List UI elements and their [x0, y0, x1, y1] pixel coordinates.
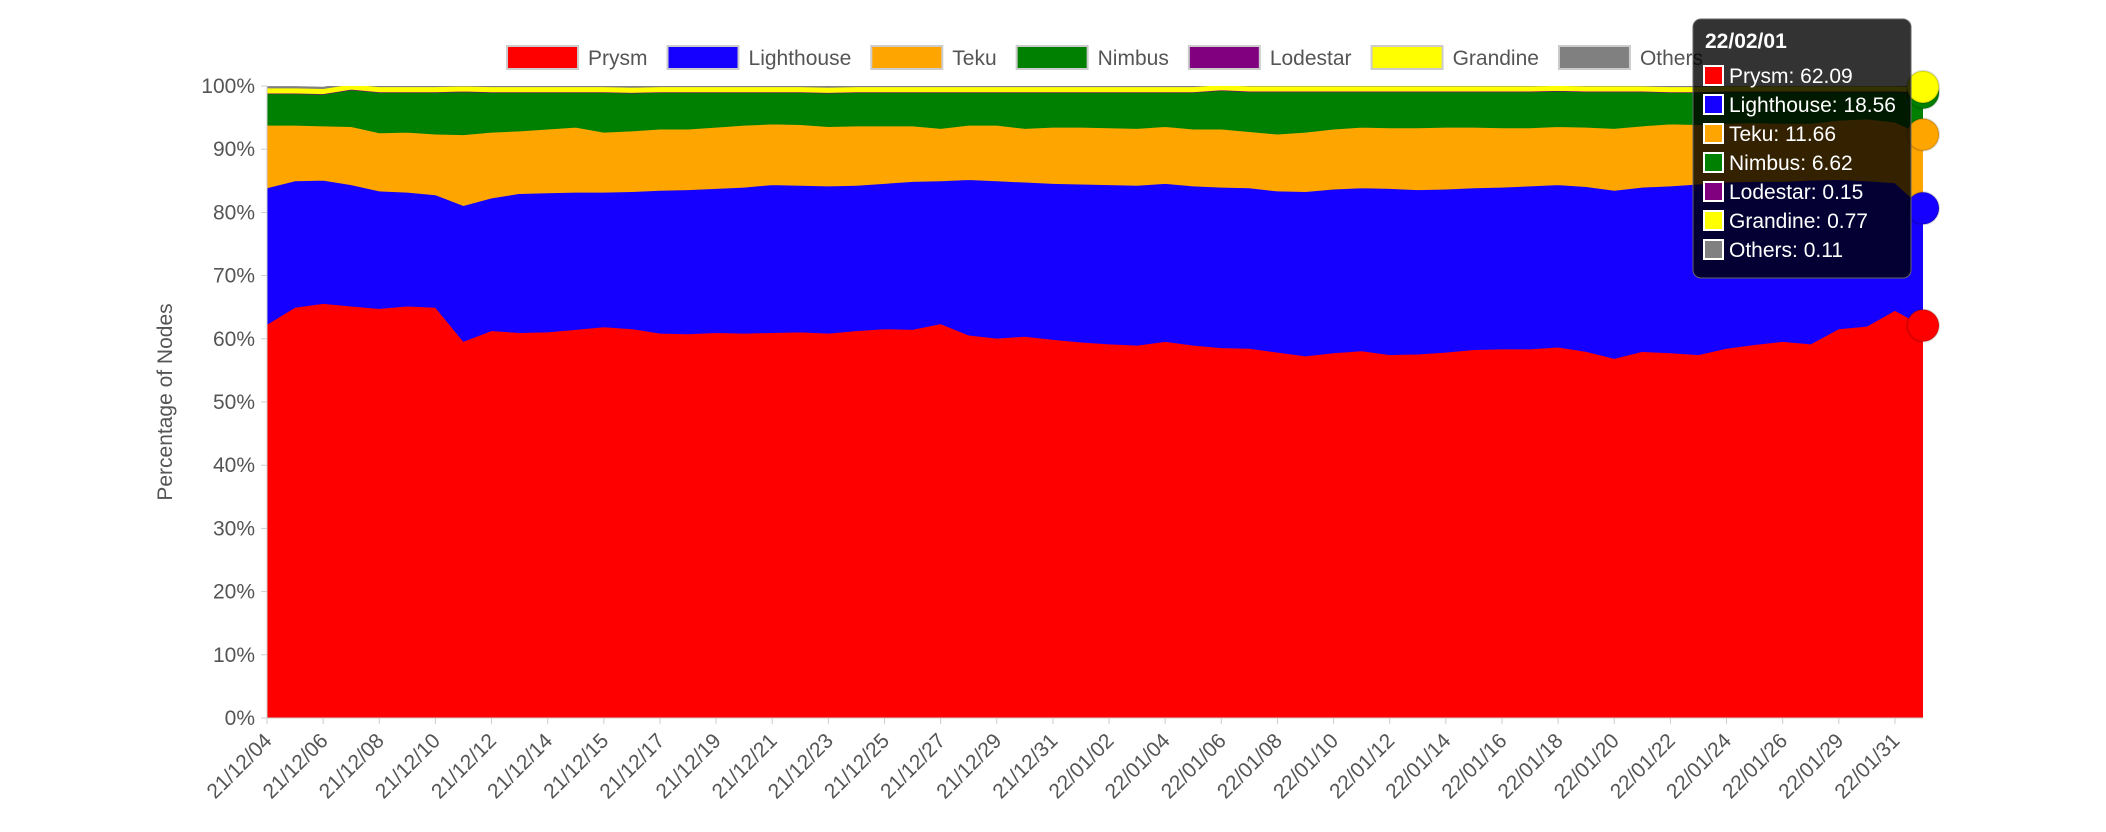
legend-swatch: [1015, 45, 1089, 70]
area: [267, 86, 1923, 95]
tooltip-entry: Grandine: 0.77: [1729, 210, 1868, 233]
hover-point: [1906, 69, 1940, 104]
y-tick-label: 0%: [225, 707, 255, 730]
legend-label: Teku: [952, 47, 996, 70]
area: [267, 302, 1923, 718]
legend-label: Prysm: [588, 47, 648, 70]
tooltip-swatch: [1703, 181, 1724, 202]
legend-item: Nimbus: [1015, 45, 1169, 70]
tooltip-series-name: Prysm: [1729, 65, 1789, 88]
y-tick-label: 80%: [213, 201, 255, 224]
y-tick-label: 60%: [213, 328, 255, 351]
tooltip-swatch: [1703, 65, 1724, 86]
hover-point: [1906, 308, 1940, 343]
tooltip-entry: Prysm: 62.09: [1729, 65, 1853, 88]
tooltip-value: 0.15: [1822, 181, 1863, 204]
y-tick-label: 20%: [213, 581, 255, 604]
legend-item: Teku: [870, 45, 997, 70]
legend-item: Others: [1557, 45, 1703, 70]
tooltip-series-name: Grandine: [1729, 210, 1815, 233]
y-tick-label: 50%: [213, 391, 255, 414]
tooltip-title: 22/02/01: [1705, 30, 1787, 53]
legend-label: Lodestar: [1270, 47, 1352, 70]
tooltip-box: [1692, 18, 1912, 279]
y-tick-label: 40%: [213, 454, 255, 477]
tooltip-series-name: Lodestar: [1729, 181, 1811, 204]
legend-swatch: [1557, 45, 1631, 70]
tooltip-value: 0.77: [1827, 210, 1868, 233]
tooltip-swatch: [1703, 94, 1724, 115]
area: [267, 86, 1923, 90]
area: [267, 179, 1923, 359]
legend-swatch: [1187, 45, 1261, 70]
tooltip-entry: Others: 0.11: [1729, 239, 1843, 262]
tooltip-entry: Lighthouse: 18.56: [1729, 94, 1896, 117]
legend-label: Grandine: [1453, 47, 1539, 70]
tooltip-series-name: Lighthouse: [1729, 94, 1832, 117]
legend-swatch: [870, 45, 944, 70]
legend-swatch: [666, 45, 740, 70]
tooltip-entry: Teku: 11.66: [1729, 123, 1836, 146]
y-tick-label: 90%: [213, 138, 255, 161]
y-axis-label: Percentage of Nodes: [154, 303, 177, 500]
legend-swatch: [1370, 45, 1444, 70]
y-tick-label: 10%: [213, 644, 255, 667]
legend-label: Nimbus: [1098, 47, 1169, 70]
hover-points: [1906, 69, 1940, 343]
y-tick-label: 100%: [201, 75, 255, 98]
tooltip-entry: Lodestar: 0.15: [1729, 181, 1863, 204]
tooltip-series-name: Teku: [1729, 123, 1773, 146]
plot-area: [267, 86, 1923, 718]
tooltip: 22/02/01 Prysm: 62.09 Lighthouse: 18.56 Tek…: [1692, 18, 1912, 279]
legend: Prysm Lighthouse Teku Nimbus Lodestar Grandin…: [506, 45, 1703, 70]
hover-point: [1906, 117, 1940, 152]
tooltip-series-name: Others: [1729, 239, 1792, 262]
tooltip-swatch: [1703, 210, 1724, 231]
legend-label: Lighthouse: [749, 47, 852, 70]
tooltip-value: 18.56: [1843, 94, 1896, 117]
tooltip-value: 11.66: [1785, 123, 1836, 146]
hover-point: [1906, 191, 1940, 226]
y-tick-label: 70%: [213, 265, 255, 288]
tooltip-swatch: [1703, 123, 1724, 144]
legend-item: Grandine: [1370, 45, 1539, 70]
legend-label: Others: [1640, 47, 1703, 70]
legend-item: Lighthouse: [666, 45, 852, 70]
tooltip-entry: Nimbus: 6.62: [1729, 152, 1853, 175]
legend-item: Lodestar: [1187, 45, 1352, 70]
y-tick-label: 30%: [213, 517, 255, 540]
tooltip-value: 62.09: [1800, 65, 1853, 88]
tooltip-value: 6.62: [1812, 152, 1853, 175]
tooltip-value: 0.11: [1804, 239, 1843, 262]
legend-item: Prysm: [506, 45, 648, 70]
legend-swatch: [506, 45, 580, 70]
tooltip-swatch: [1703, 152, 1724, 173]
tooltip-series-name: Nimbus: [1729, 152, 1800, 175]
tooltip-swatch: [1703, 239, 1724, 260]
